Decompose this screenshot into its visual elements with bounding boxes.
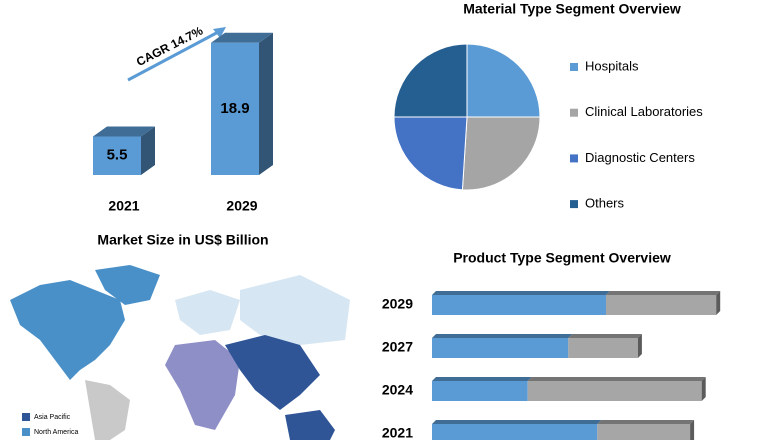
bar-top — [606, 291, 721, 295]
pie-slice — [461, 116, 541, 191]
bar-side — [141, 126, 155, 175]
legend-label: Clinical Laboratories — [585, 104, 703, 119]
legend-swatch — [570, 154, 578, 163]
bar-segment — [606, 295, 717, 315]
pie-slice — [393, 116, 468, 191]
pie-slice — [393, 43, 468, 118]
bar-side — [690, 420, 695, 440]
value-label: 18.9 — [220, 100, 249, 117]
bar-top — [93, 126, 155, 137]
y-tick-label: 2024 — [382, 382, 413, 398]
map-legend-label: Asia Pacific — [34, 414, 71, 421]
y-tick-label: 2027 — [382, 339, 413, 355]
bar-top — [432, 377, 532, 381]
chart-title: Market Size in US$ Billion — [97, 232, 268, 248]
bar — [211, 42, 259, 176]
legend-label: Others — [585, 196, 625, 211]
bar-top — [432, 291, 610, 295]
legend-swatch — [570, 108, 578, 117]
map-legend-swatch — [22, 413, 30, 421]
x-tick-label: 2021 — [108, 198, 139, 214]
bar — [93, 136, 141, 175]
world-map — [10, 265, 350, 440]
y-tick-label: 2029 — [382, 296, 413, 312]
y-tick-label: 2021 — [382, 425, 413, 440]
bar-side — [637, 334, 642, 358]
annotation-arrow — [127, 28, 223, 82]
map-legend-swatch — [22, 428, 30, 436]
map-legend-label: North America — [34, 429, 78, 436]
bar-segment — [527, 381, 702, 401]
x-tick-label: 2029 — [226, 198, 257, 214]
legend-swatch — [570, 63, 578, 71]
legend-label: Hospitals — [585, 58, 639, 73]
chart-title: Product Type Segment Overview — [453, 250, 671, 266]
bar-top — [432, 334, 573, 338]
bar-segment — [432, 381, 528, 401]
chart-title: Material Type Segment Overview — [463, 1, 681, 17]
bar-side — [259, 32, 273, 176]
bar-side — [701, 377, 706, 401]
annotation: CAGR 14.7% — [134, 23, 205, 69]
bar-top — [211, 32, 273, 43]
legend-label: Diagnostic Centers — [585, 150, 695, 165]
bar-segment — [432, 295, 606, 315]
bar-side — [716, 291, 721, 315]
arrow-head — [213, 27, 226, 38]
bar-top — [597, 420, 695, 424]
bar-segment — [597, 424, 691, 440]
bar-segment — [432, 424, 598, 440]
bar-segment — [568, 338, 638, 358]
value-label: 5.5 — [107, 147, 128, 164]
bar-top — [527, 377, 706, 381]
bar-top — [432, 420, 602, 424]
pie-slice — [466, 43, 541, 118]
bar-top — [568, 334, 642, 338]
legend-swatch — [570, 200, 578, 209]
bar-segment — [432, 338, 569, 358]
